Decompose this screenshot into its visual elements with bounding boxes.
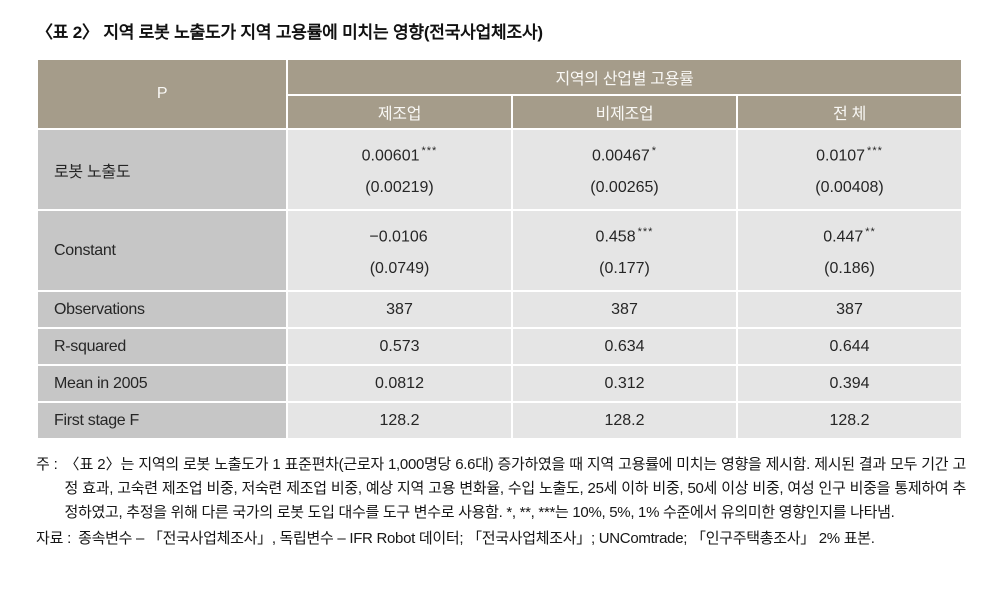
stat-value: 0.634	[511, 327, 738, 366]
document-page: 〈표 2〉 지역 로봇 노출도가 지역 고용률에 미치는 영향(전국사업체조사)…	[36, 23, 966, 551]
regression-results-table: P 지역의 산업별 고용률 제조업 비제조업 전 체 로봇 노출도 0.0060…	[36, 58, 964, 440]
estimate-value: 0.00601 ***	[361, 145, 438, 165]
coef-cell: 0.0107 *** (0.00408)	[735, 128, 964, 211]
estimate-value: 0.0107 ***	[816, 145, 883, 165]
table-row-r-squared: R-squared 0.573 0.634 0.644	[36, 327, 964, 366]
standard-error: (0.0749)	[369, 259, 430, 277]
stat-value: 0.573	[286, 327, 513, 366]
column-header-total: 전 체	[735, 94, 964, 130]
row-label: 로봇 노출도	[36, 128, 288, 211]
significance-stars: **	[865, 226, 876, 239]
estimate-value: 0.458 ***	[595, 226, 654, 246]
table-row-observations: Observations 387 387 387	[36, 290, 964, 329]
note: 주 : 〈표 2〉는 지역의 로봇 노출도가 1 표준편차(근로자 1,000명…	[36, 453, 966, 525]
group-header-cell: 지역의 산업별 고용률	[285, 58, 964, 96]
column-header-nonmanufacturing: 비제조업	[511, 94, 738, 130]
source-note: 자료 : 종속변수 – 「전국사업체조사」, 독립변수 – IFR Robot …	[36, 527, 966, 551]
note-label: 주 :	[36, 456, 58, 473]
table-notes: 주 : 〈표 2〉는 지역의 로봇 노출도가 1 표준편차(근로자 1,000명…	[36, 453, 966, 551]
estimate-value: −0.0106	[369, 228, 428, 246]
table-row-mean-2005: Mean in 2005 0.0812 0.312 0.394	[36, 364, 964, 403]
row-label: R-squared	[36, 327, 288, 366]
estimate-value: 0.00467 *	[591, 145, 658, 165]
standard-error: (0.186)	[824, 259, 875, 277]
coef-cell: 0.00601 *** (0.00219)	[286, 128, 513, 211]
table-row-constant: Constant −0.0106 (0.0749) 0.458 *** (0.17…	[36, 209, 964, 292]
coef-cell: −0.0106 (0.0749)	[286, 209, 513, 292]
row-label: Observations	[36, 290, 288, 329]
coef-cell: 0.447 ** (0.186)	[735, 209, 964, 292]
note-text: 〈표 2〉는 지역의 로봇 노출도가 1 표준편차(근로자 1,000명당 6.…	[64, 456, 967, 521]
row-label: First stage F	[36, 401, 288, 440]
coef-cell: 0.458 *** (0.177)	[511, 209, 738, 292]
significance-stars: ***	[421, 145, 438, 158]
stat-value: 128.2	[735, 401, 964, 440]
row-label: Constant	[36, 209, 288, 292]
estimate-value: 0.447 **	[823, 226, 876, 246]
stat-value: 387	[286, 290, 513, 329]
significance-stars: *	[651, 145, 658, 158]
row-label: Mean in 2005	[36, 364, 288, 403]
stat-value: 128.2	[286, 401, 513, 440]
coef-cell: 0.00467 * (0.00265)	[511, 128, 738, 211]
standard-error: (0.00265)	[590, 178, 659, 196]
stat-value: 0.0812	[286, 364, 513, 403]
stat-value: 387	[511, 290, 738, 329]
source-label: 자료 :	[36, 530, 72, 547]
stat-value: 128.2	[511, 401, 738, 440]
source-text: 종속변수 – 「전국사업체조사」, 독립변수 – IFR Robot 데이터; …	[78, 530, 875, 547]
table-row-robot-exposure: 로봇 노출도 0.00601 *** (0.00219) 0.00467 * (0.…	[36, 128, 964, 211]
stat-value: 0.312	[511, 364, 738, 403]
column-header-manufacturing: 제조업	[286, 94, 513, 130]
significance-stars: ***	[867, 145, 883, 158]
stat-value: 0.394	[735, 364, 964, 403]
table-header: P 지역의 산업별 고용률 제조업 비제조업 전 체	[36, 58, 964, 130]
significance-stars: ***	[637, 226, 654, 239]
standard-error: (0.00408)	[815, 178, 884, 196]
stat-value: 387	[735, 290, 964, 329]
table-row-first-stage-f: First stage F 128.2 128.2 128.2	[36, 401, 964, 440]
stat-value: 0.644	[735, 327, 964, 366]
table-body: 로봇 노출도 0.00601 *** (0.00219) 0.00467 * (0.…	[36, 128, 964, 440]
corner-header-cell: P	[36, 58, 288, 130]
standard-error: (0.00219)	[365, 178, 434, 196]
table-title: 〈표 2〉 지역 로봇 노출도가 지역 고용률에 미치는 영향(전국사업체조사)	[36, 23, 543, 42]
standard-error: (0.177)	[599, 259, 650, 277]
